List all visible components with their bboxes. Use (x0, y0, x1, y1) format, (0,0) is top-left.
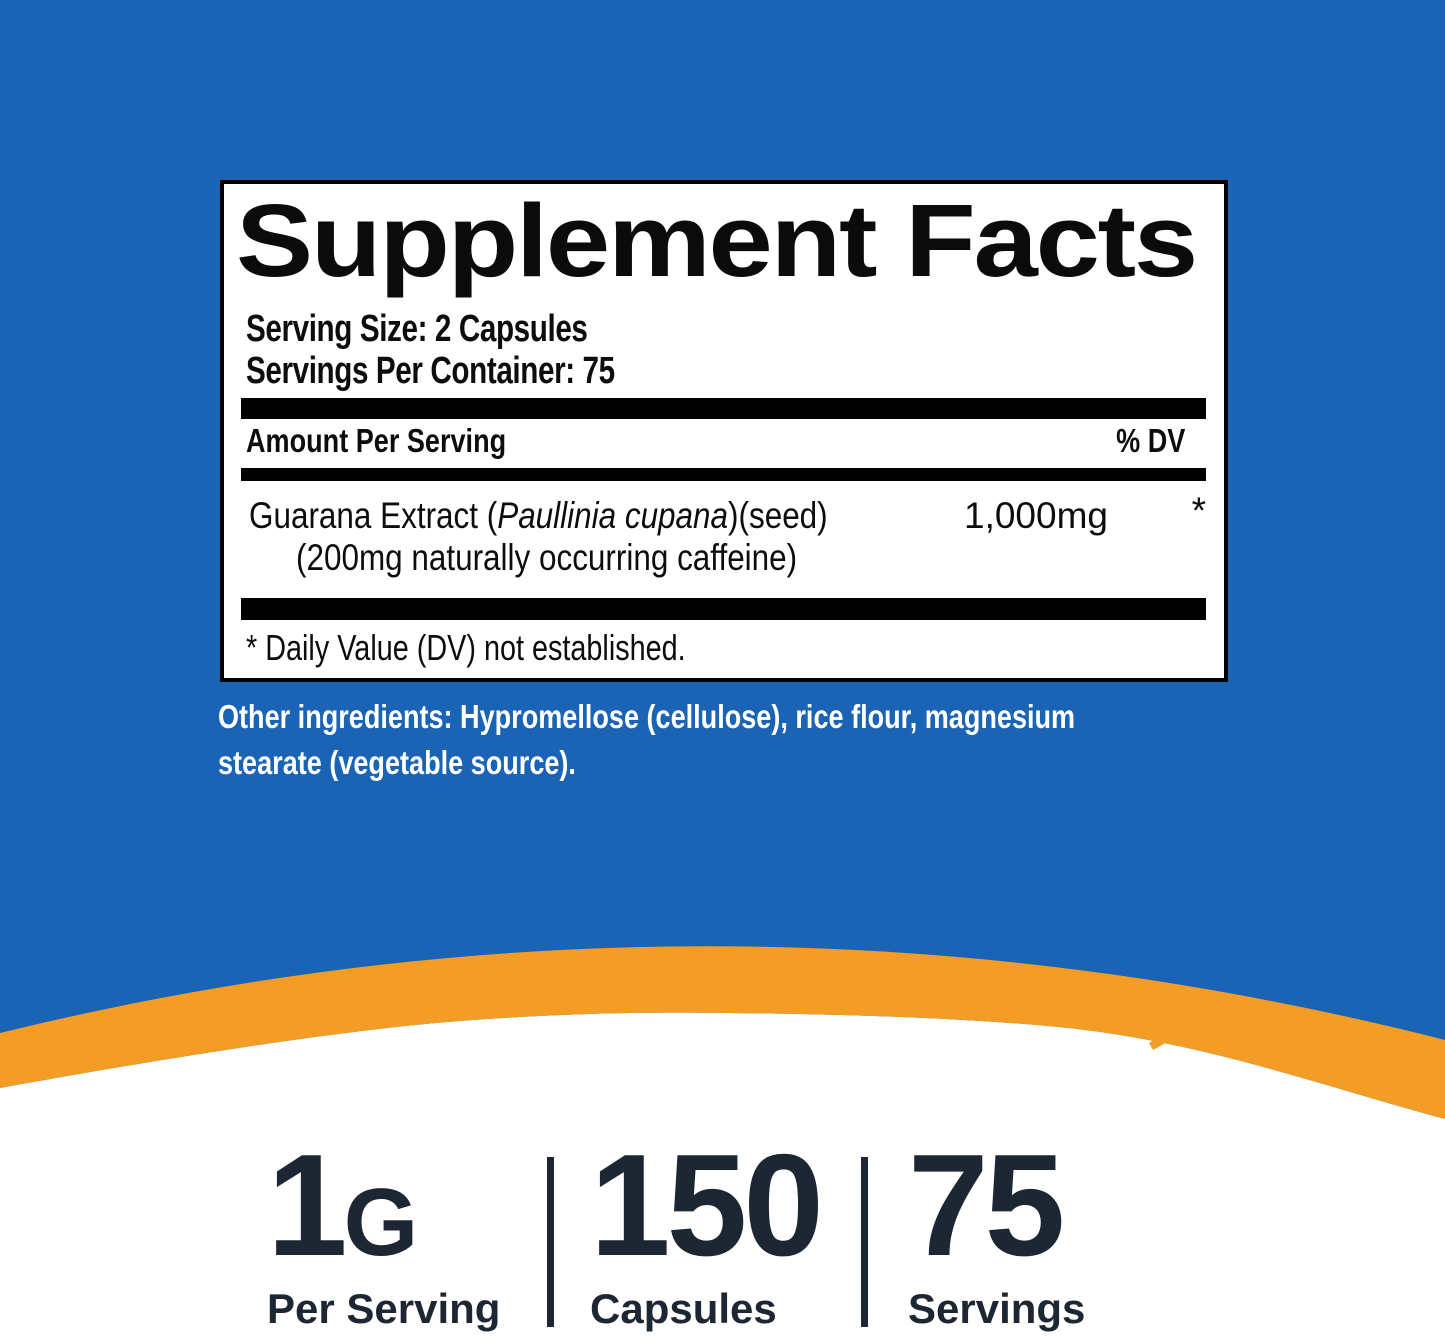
ingredient-name-suffix: )(seed) (728, 495, 828, 536)
stat-servings-label: Servings (908, 1285, 1086, 1332)
ingredient-name-prefix: Guarana Extract ( (249, 495, 498, 536)
supplement-facts-panel: Supplement Facts Serving Size: 2 Capsule… (220, 180, 1228, 682)
ingredient-amount: 1,000mg (964, 495, 1108, 536)
ingredient-dv-asterisk: * (1191, 490, 1206, 531)
serving-size-line: Serving Size: 2 Capsules (246, 308, 588, 350)
daily-value-footnote: * Daily Value (DV) not established. (246, 627, 686, 668)
separator-bar-thick (241, 598, 1206, 620)
ingredient-name-line2: (200mg naturally occurring caffeine) (296, 537, 798, 578)
other-ingredients: Other ingredients: Hypromellose (cellulo… (218, 694, 1202, 786)
ingredient-species-italic: Paullinia cupana (497, 495, 729, 536)
stat-value-suffix: G (343, 1169, 419, 1276)
stat-value: 75 (908, 1124, 1065, 1286)
panel-title-wrap: Supplement Facts (236, 183, 1198, 298)
percent-dv-header: % DV (1115, 422, 1185, 459)
stat-value: 1 (267, 1124, 348, 1286)
stat-capsules-value: 150 (590, 1133, 824, 1278)
stat-capsules-label: Capsules (590, 1285, 777, 1332)
separator-bar-thick (241, 398, 1206, 419)
brush-flick-icon (1172, 1029, 1186, 1042)
stat-per-serving-value: 1G (267, 1133, 419, 1278)
amount-per-serving-header: Amount Per Serving (246, 422, 507, 459)
orange-swoosh (0, 946, 1445, 1119)
supplement-facts-title: Supplement Facts (236, 183, 1196, 298)
stat-servings-value: 75 (908, 1133, 1065, 1278)
brush-flick-icon (1149, 1032, 1171, 1050)
other-ingredients-line1: Other ingredients: Hypromellose (cellulo… (218, 698, 1076, 735)
stat-value: 150 (590, 1124, 824, 1286)
other-ingredients-line2: stearate (vegetable source). (218, 744, 576, 781)
stat-per-serving-label: Per Serving (267, 1285, 501, 1332)
separator-bar-thin (241, 468, 1206, 481)
ingredient-name-line1: Guarana Extract (Paullinia cupana)(seed) (249, 495, 828, 537)
stats-divider (861, 1157, 868, 1327)
servings-per-container-line: Servings Per Container: 75 (246, 350, 615, 392)
white-lower-area (0, 1012, 1445, 1343)
stats-divider (547, 1157, 554, 1327)
